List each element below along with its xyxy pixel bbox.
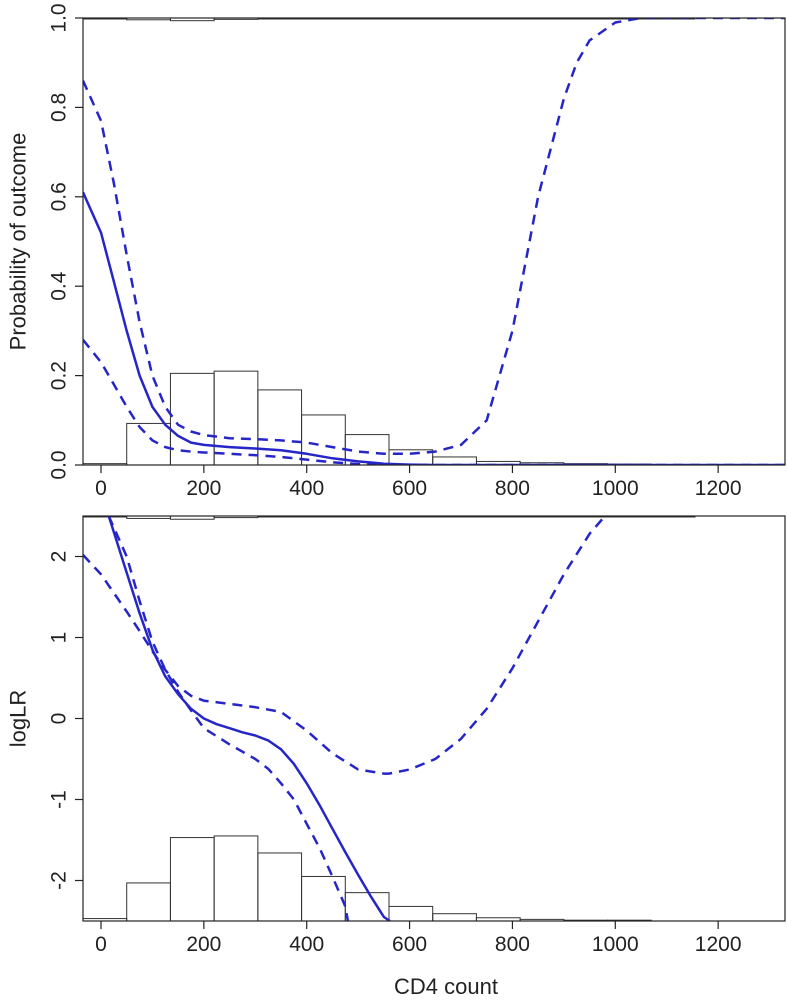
- y-axis-title: Probability of outcome: [6, 133, 31, 351]
- estimate-line: [83, 191, 785, 465]
- histogram-bar: [213, 835, 259, 921]
- histogram-bar: [301, 875, 346, 921]
- y-tick-label: 0.0: [47, 450, 70, 479]
- y-tick-label: 0.8: [47, 93, 70, 122]
- y-tick-label: -1: [47, 790, 70, 809]
- loglr-panel: 0 200 400 600 800 1000 1200 -2 -1 0 1 2 logLR CD4 cou…: [6, 515, 786, 999]
- confidence-band-line: [107, 516, 350, 921]
- x-tick-label: 800: [495, 477, 530, 500]
- x-tick-label: 1000: [592, 477, 639, 500]
- y-tick-label: 0: [47, 713, 70, 725]
- x-tick-label: 1200: [695, 933, 742, 956]
- x-tick-label: 0: [95, 933, 107, 956]
- histogram-bar: [257, 852, 303, 921]
- x-tick-label: 200: [186, 477, 221, 500]
- x-tick-label: 600: [392, 933, 427, 956]
- confidence-band-line: [83, 516, 606, 775]
- confidence-band-line: [83, 18, 785, 456]
- x-tick-label: 200: [186, 933, 221, 956]
- histogram-bar: [169, 372, 215, 465]
- y-tick-label: 0.6: [47, 182, 70, 211]
- histogram-bar: [388, 905, 434, 921]
- histogram-bar: [432, 913, 477, 921]
- y-tick-label: 1.0: [47, 3, 70, 32]
- histogram-bar: [257, 389, 303, 465]
- confidence-band-line: [83, 339, 785, 465]
- probability-panel: 0 200 400 600 800 1000 1200 0.0 0.2 0.4 0.6 0.8 1.0 P…: [6, 3, 786, 500]
- plot-area: [83, 18, 785, 465]
- x-axis-title: CD4 count: [394, 974, 498, 999]
- histogram-bar: [126, 882, 171, 921]
- histogram-bar: [126, 422, 171, 465]
- estimate-line: [107, 516, 391, 921]
- x-tick-label: 1200: [695, 477, 742, 500]
- y-tick-label: 2: [47, 551, 70, 563]
- x-tick-label: 1000: [592, 933, 639, 956]
- histogram-bar: [388, 449, 434, 465]
- x-tick-label: 400: [289, 933, 324, 956]
- y-tick-label: 0.4: [47, 271, 70, 301]
- y-axis-title: logLR: [6, 690, 31, 747]
- x-tick-label: 0: [95, 477, 107, 500]
- x-tick-label: 600: [392, 477, 427, 500]
- x-tick-label: 800: [495, 933, 530, 956]
- plot-frame: [82, 17, 786, 466]
- x-tick-label: 400: [289, 477, 324, 500]
- histogram-bar: [213, 370, 259, 465]
- histogram-bar: [169, 837, 215, 921]
- plot-frame: [82, 515, 786, 922]
- y-tick-label: 0.2: [47, 361, 70, 390]
- plot-area: [83, 516, 696, 921]
- y-tick-label: 1: [47, 632, 70, 644]
- y-tick-label: -2: [47, 871, 70, 890]
